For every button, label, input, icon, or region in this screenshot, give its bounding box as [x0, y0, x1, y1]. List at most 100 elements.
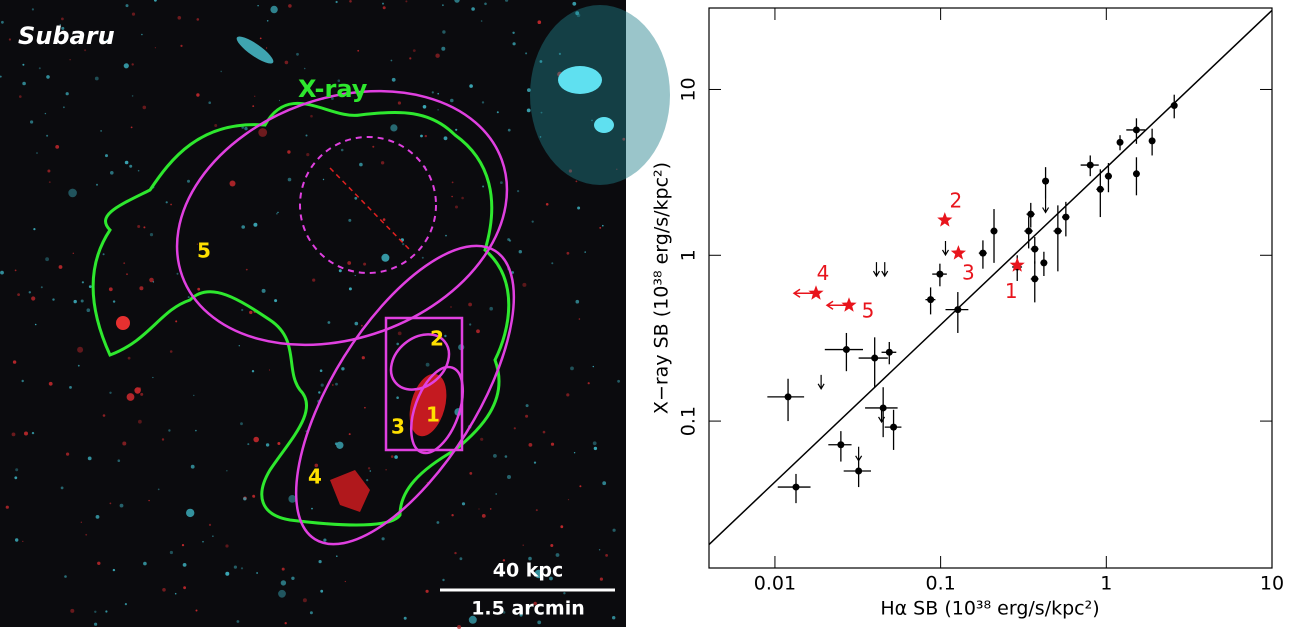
field-source — [154, 0, 157, 2]
field-source — [322, 178, 325, 181]
data-point — [1104, 172, 1112, 180]
field-source — [69, 59, 71, 61]
data-point — [837, 441, 845, 449]
field-source — [208, 523, 212, 527]
field-source — [318, 391, 321, 394]
field-source — [88, 285, 92, 288]
field-source — [233, 565, 237, 569]
field-source — [592, 441, 597, 446]
field-source — [489, 306, 494, 311]
field-source — [366, 479, 369, 482]
region-circle — [299, 136, 437, 274]
field-source — [572, 1, 577, 6]
field-source — [149, 277, 154, 283]
field-source — [243, 497, 247, 501]
field-source — [196, 243, 198, 245]
field-source — [372, 145, 375, 148]
field-source — [109, 391, 112, 394]
field-source — [385, 469, 387, 471]
field-source — [533, 601, 537, 606]
field-source — [170, 203, 173, 206]
y-tick-label: 10 — [678, 77, 700, 101]
field-source — [105, 154, 108, 158]
field-source — [397, 101, 401, 105]
field-source — [335, 0, 338, 4]
field-source — [303, 67, 306, 70]
field-source — [152, 376, 154, 379]
point-label: 2 — [949, 189, 962, 213]
field-source — [575, 11, 580, 16]
field-source — [110, 171, 114, 175]
field-source — [451, 514, 454, 517]
field-source — [454, 0, 460, 3]
field-source — [127, 356, 131, 360]
field-source — [274, 299, 278, 303]
field-source — [36, 152, 38, 154]
field-source — [181, 544, 185, 547]
field-source — [287, 177, 292, 182]
galaxy-glow — [530, 5, 670, 185]
field-source — [549, 576, 553, 581]
field-source — [455, 205, 458, 209]
field-source — [60, 486, 64, 490]
data-point — [954, 306, 962, 314]
field-source — [48, 381, 53, 386]
field-source — [125, 4, 129, 8]
star-point — [841, 297, 857, 312]
field-source — [102, 414, 106, 417]
field-source — [309, 611, 313, 615]
field-source — [46, 75, 50, 79]
x-tick-label: 0.1 — [926, 573, 956, 595]
data-point — [927, 296, 935, 304]
field-source — [281, 567, 285, 571]
field-source — [382, 2, 384, 5]
field-source — [306, 153, 310, 157]
field-source — [348, 218, 352, 222]
field-source — [48, 181, 51, 184]
field-source — [593, 446, 598, 451]
field-source — [334, 442, 338, 446]
field-source — [268, 369, 271, 371]
star-point — [1009, 257, 1025, 272]
field-source — [605, 554, 608, 557]
field-source — [422, 105, 427, 109]
field-source — [451, 181, 454, 184]
x-tick-label: 10 — [1260, 573, 1284, 595]
field-source — [208, 101, 211, 104]
field-source — [266, 47, 268, 49]
region-label: 1 — [426, 403, 440, 427]
field-source — [100, 130, 102, 132]
field-source — [31, 431, 35, 435]
field-source — [381, 253, 390, 262]
field-source — [169, 550, 173, 555]
field-source — [288, 4, 292, 8]
field-source — [599, 227, 602, 229]
x-tick-label: 0.01 — [754, 573, 796, 595]
data-point — [1086, 161, 1094, 169]
field-source — [15, 468, 19, 472]
field-source — [212, 535, 214, 537]
field-source — [73, 299, 77, 304]
field-source — [15, 538, 19, 542]
field-source — [65, 92, 69, 96]
field-source — [617, 379, 620, 383]
data-point — [990, 227, 998, 235]
field-source — [277, 211, 279, 214]
field-source — [77, 364, 80, 367]
field-source — [545, 203, 549, 206]
fit-line — [708, 9, 1273, 546]
data-point — [1027, 210, 1035, 218]
field-source — [578, 318, 581, 320]
field-source — [253, 436, 259, 443]
region-label: 5 — [197, 239, 211, 263]
field-source — [537, 20, 542, 25]
field-source — [481, 514, 486, 518]
field-source — [162, 588, 166, 592]
field-source — [567, 499, 570, 501]
field-source — [566, 393, 570, 397]
field-source — [551, 262, 554, 265]
field-source — [245, 268, 248, 271]
field-source — [522, 282, 527, 287]
field-source — [331, 97, 334, 100]
field-source — [390, 124, 398, 132]
